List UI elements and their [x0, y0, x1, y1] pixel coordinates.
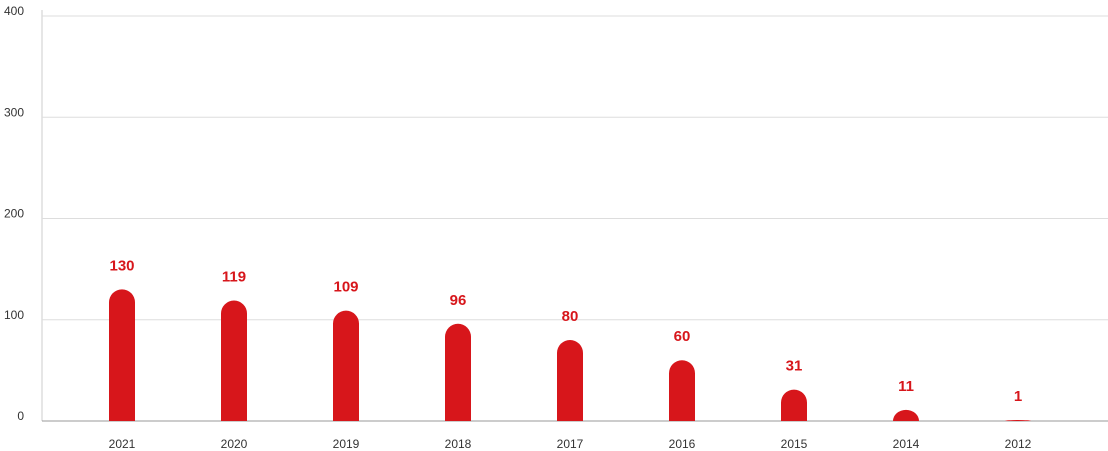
- value-label: 109: [333, 279, 358, 296]
- value-label: 130: [109, 257, 134, 274]
- bar: [445, 323, 471, 421]
- bar: [109, 289, 135, 421]
- x-tick-label: 2012: [1005, 437, 1032, 451]
- value-label: 1: [1014, 388, 1022, 405]
- y-tick-label: 100: [4, 308, 24, 322]
- bar: [1005, 419, 1031, 421]
- bar: [557, 340, 583, 421]
- x-tick-label: 2019: [333, 437, 360, 451]
- value-label: 119: [222, 268, 246, 285]
- value-label: 80: [562, 308, 579, 325]
- value-label: 96: [450, 292, 467, 309]
- x-tick-label: 2015: [781, 437, 808, 451]
- y-tick-label: 400: [4, 4, 24, 18]
- value-label: 11: [898, 378, 914, 395]
- x-tick-label: 2018: [445, 437, 472, 451]
- value-label: 31: [786, 358, 803, 375]
- bar: [893, 409, 919, 421]
- x-tick-label: 2017: [557, 437, 584, 451]
- bar: [221, 300, 247, 421]
- bar: [781, 389, 807, 421]
- x-tick-label: 2021: [109, 437, 136, 451]
- x-tick-label: 2014: [893, 437, 920, 451]
- value-label: 60: [674, 328, 691, 345]
- bar: [669, 360, 695, 421]
- y-tick-label: 200: [4, 207, 24, 221]
- x-tick-label: 2020: [221, 437, 248, 451]
- bar: [333, 310, 359, 421]
- y-tick-label: 300: [4, 105, 24, 119]
- y-tick-label: 0: [17, 409, 24, 423]
- x-tick-label: 2016: [669, 437, 696, 451]
